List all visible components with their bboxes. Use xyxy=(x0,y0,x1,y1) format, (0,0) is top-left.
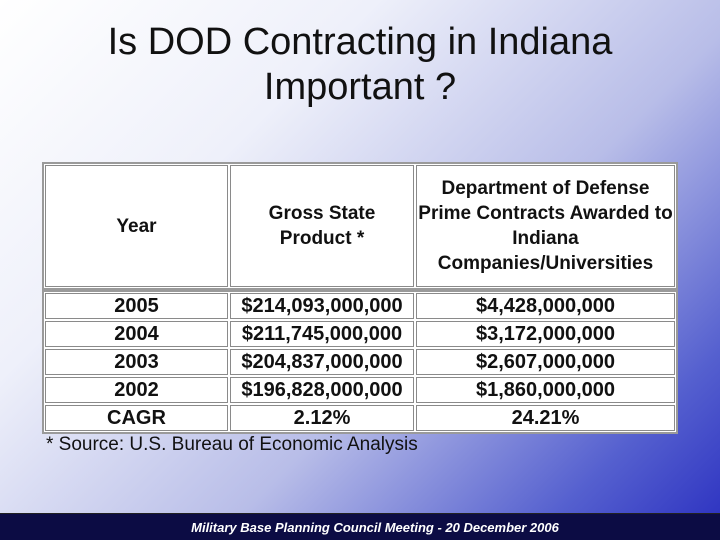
cell-year: 2002 xyxy=(45,377,228,403)
table-row: 2005 $214,093,000,000 $4,428,000,000 xyxy=(44,292,676,320)
footer-bar: Military Base Planning Council Meeting -… xyxy=(0,513,720,540)
cell-year: 2003 xyxy=(45,349,228,375)
cell-dod: $4,428,000,000 xyxy=(416,293,675,319)
cell-gsp: $204,837,000,000 xyxy=(230,349,414,375)
cell-gsp: 2.12% xyxy=(230,405,414,431)
cell-dod: $2,607,000,000 xyxy=(416,349,675,375)
data-table: Year Gross State Product * Department of… xyxy=(42,162,678,434)
cell-year: 2004 xyxy=(45,321,228,347)
table-row: 2004 $211,745,000,000 $3,172,000,000 xyxy=(44,320,676,348)
header-dod-prime-contracts: Department of Defense Prime Contracts Aw… xyxy=(416,165,675,287)
footer-text: Military Base Planning Council Meeting -… xyxy=(191,519,559,535)
slide-title-line-2: Important ? xyxy=(263,66,457,108)
source-note: * Source: U.S. Bureau of Economic Analys… xyxy=(46,434,418,455)
slide-title-line-1: Is DOD Contracting in Indiana xyxy=(107,21,613,63)
cell-gsp: $214,093,000,000 xyxy=(230,293,414,319)
cell-year: CAGR xyxy=(45,405,228,431)
table-row: 2003 $204,837,000,000 $2,607,000,000 xyxy=(44,348,676,376)
header-year: Year xyxy=(45,165,228,287)
header-gross-state-product: Gross State Product * xyxy=(230,165,414,287)
slide-title: Is DOD Contracting in Indiana Important … xyxy=(0,20,720,110)
cell-gsp: $196,828,000,000 xyxy=(230,377,414,403)
cell-dod: $1,860,000,000 xyxy=(416,377,675,403)
table-row: 2002 $196,828,000,000 $1,860,000,000 xyxy=(44,376,676,404)
cell-dod: 24.21% xyxy=(416,405,675,431)
header-separator xyxy=(44,288,676,292)
cell-year: 2005 xyxy=(45,293,228,319)
cell-dod: $3,172,000,000 xyxy=(416,321,675,347)
table-row-cagr: CAGR 2.12% 24.21% xyxy=(44,404,676,432)
cell-gsp: $211,745,000,000 xyxy=(230,321,414,347)
